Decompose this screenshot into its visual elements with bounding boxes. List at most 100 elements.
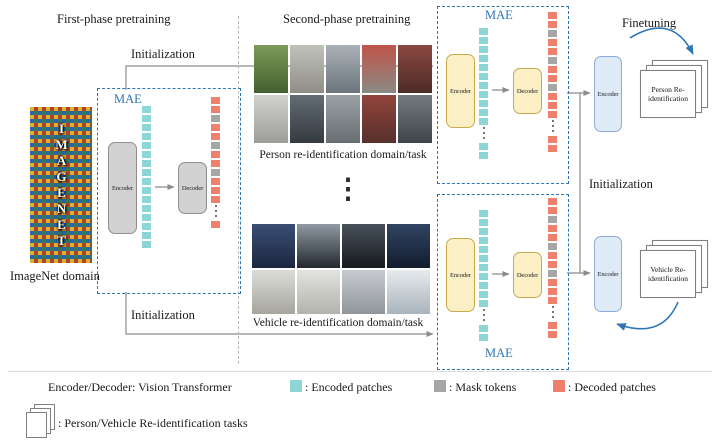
mae-box-first [97,88,241,294]
mask-token [548,30,557,37]
encoder-block-first: Encoder [108,142,137,234]
encoded-patch [142,142,151,149]
decoder-label: Decoder [181,184,204,192]
encoded-patch [479,118,488,125]
decoded-patch [548,39,557,46]
decoder-label: Decoder [516,87,539,95]
decoded-patch [211,187,220,194]
decoded-patch [548,111,557,118]
encoded-patch [479,273,488,280]
encoder-label: Encoder [450,87,471,95]
legend-encoded-swatch [290,380,302,392]
encoded-patch [142,133,151,140]
legend-decoded-label: : Decoded patches [568,380,656,394]
decoded-patch [211,151,220,158]
label-mae-vehicle: MAE [485,346,513,360]
header-finetuning: Finetuning [622,16,677,30]
decoded-patch [211,196,220,203]
decoded-patch [211,221,220,228]
legend-tasks-label: : Person/Vehicle Re-identification tasks [58,416,248,430]
encoded-patch [142,151,151,158]
decoded-patch [548,288,557,295]
encoded-patch [142,187,151,194]
domain-sample-image [387,224,430,268]
legend-mask-label: : Mask tokens [449,380,517,394]
mask-token [211,142,220,149]
decoded-patch [211,124,220,131]
caption-person-domain: Person re-identification domain/task [259,149,427,161]
decoded-patch [548,198,557,205]
domain-ellipsis: ⋮ [334,174,362,205]
imagenet-collage: IMAGENET [30,107,92,263]
encoder-label: Encoder [450,271,471,279]
encoded-patch [479,282,488,289]
encoder-label: Encoder [597,270,619,278]
domain-sample-image [254,95,288,143]
patch-column-mae1-encoded [141,106,152,250]
encoded-patch [142,169,151,176]
encoded-patch [142,214,151,221]
caption-vehicle-domain: Vehicle re-identification domain/task [252,317,424,329]
decoded-patch [548,252,557,259]
domain-sample-image [252,224,295,268]
mask-token [211,115,220,122]
encoded-patch [142,160,151,167]
encoded-patch [142,115,151,122]
legend-doc-icon [26,404,56,438]
column-ellipsis [478,309,489,321]
column-ellipsis [547,306,558,318]
decoded-patch [211,178,220,185]
domain-sample-image [398,95,432,143]
finetune-encoder-vehicle: Encoder [594,236,622,312]
mask-token [211,169,220,176]
vehicle-doc-label: Vehicle Re-identification [648,264,688,283]
mask-token [548,84,557,91]
domain-sample-image [297,224,340,268]
vehicle-task-docs: Vehicle Re-identification [640,240,710,300]
column-ellipsis [210,205,221,217]
decoded-patch [548,322,557,329]
imagenet-logo-text: IMAGENET [54,121,69,249]
decoded-patch [548,12,557,19]
decoder-block-vehicle: Decoder [513,252,542,298]
encoded-patch [479,291,488,298]
encoded-patch [479,237,488,244]
encoded-patch [142,232,151,239]
domain-sample-image [326,45,360,93]
finetune-encoder-person: Encoder [594,56,622,132]
encoded-patch [142,223,151,230]
decoder-block-person: Decoder [513,68,542,114]
encoded-patch [479,46,488,53]
doc-page [26,412,47,438]
label-initialization-bottom: Initialization [131,308,195,322]
domain-sample-image [398,45,432,93]
domain-sample-image [342,224,385,268]
encoded-patch [479,64,488,71]
decoded-patch [548,207,557,214]
doc-page-front: Person Re-identification [640,70,696,118]
encoder-block-vehicle: Encoder [446,238,475,312]
domain-sample-image [362,45,396,93]
legend-mask-swatch [434,380,446,392]
encoded-patch [479,334,488,341]
decoded-patch [211,133,220,140]
finetune-arrow-bottom [616,301,679,331]
legend-vit: Encoder/Decoder: Vision Transformer [48,380,232,394]
decoded-patch [548,75,557,82]
encoded-patch [479,219,488,226]
encoded-patch [479,82,488,89]
encoded-patch [479,37,488,44]
encoded-patch [479,210,488,217]
decoded-patch [548,93,557,100]
patch-column-mae2-decoded [547,12,558,154]
label-mae-first: MAE [114,92,142,106]
mask-token [548,216,557,223]
encoder-label: Encoder [597,90,619,98]
column-ellipsis [547,120,558,132]
decoder-label: Decoder [516,271,539,279]
domain-sample-image [254,45,288,93]
label-mae-person: MAE [485,8,513,22]
encoded-patch [479,228,488,235]
encoded-patch [142,124,151,131]
